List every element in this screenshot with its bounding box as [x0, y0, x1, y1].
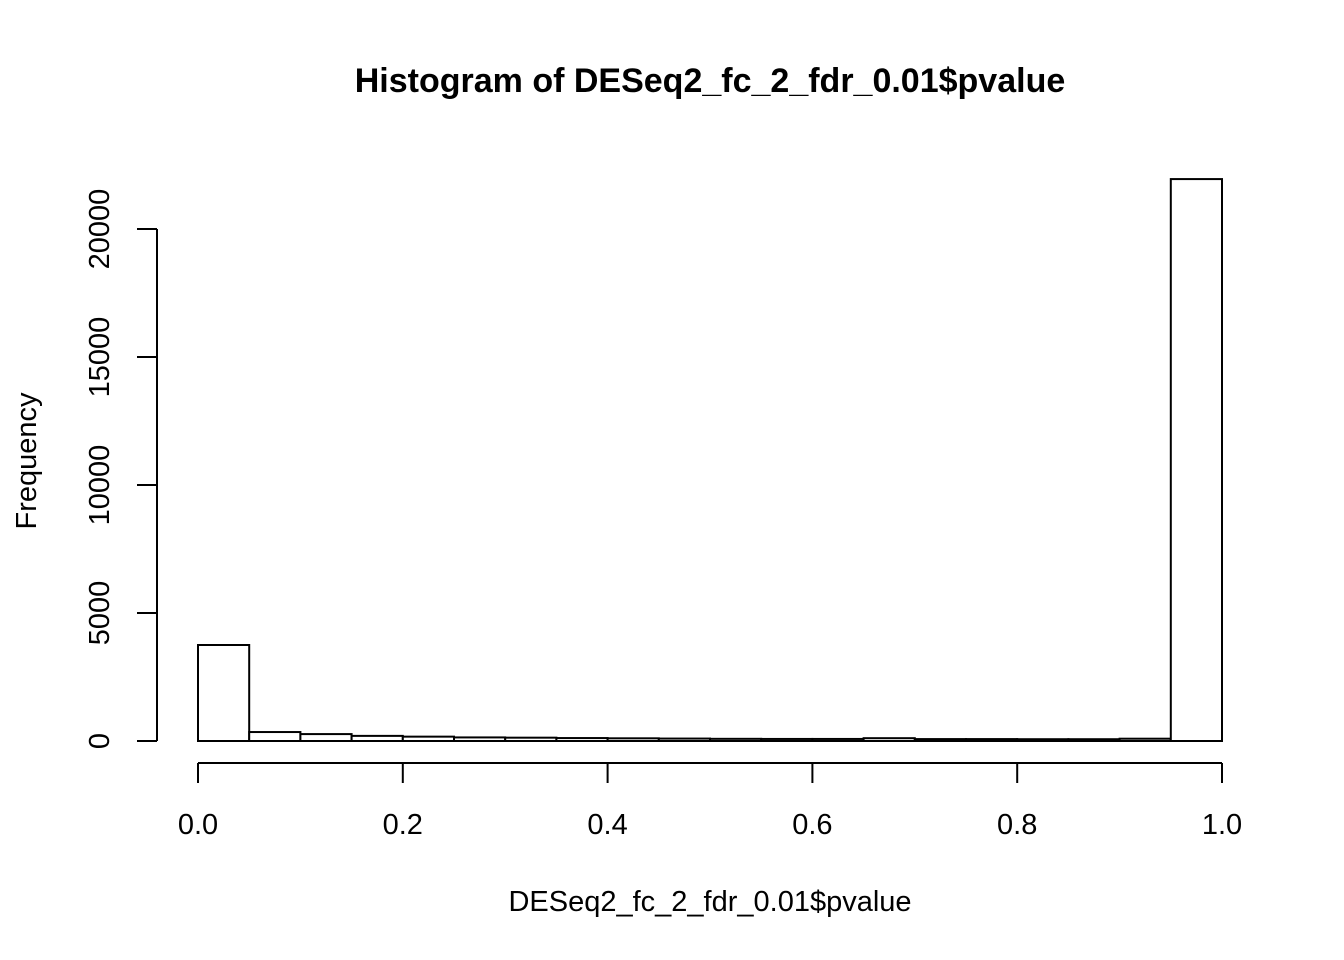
histogram-bar-0 [197, 644, 251, 742]
y-tick-label: 0 [84, 733, 116, 749]
y-axis-label: Frequency [11, 392, 43, 530]
x-tick-label: 0.0 [178, 809, 218, 841]
y-tick-label: 20000 [84, 189, 116, 270]
histogram-bar-14 [913, 738, 967, 743]
histogram-bar-8 [606, 737, 660, 743]
x-tick-label: 1.0 [1202, 809, 1242, 841]
bars-group [197, 178, 1224, 743]
histogram-bar-2 [299, 733, 353, 743]
histogram-bar-6 [504, 736, 558, 742]
x-tick-label: 0.2 [383, 809, 423, 841]
histogram-bar-13 [862, 737, 916, 743]
chart-title: Histogram of DESeq2_fc_2_fdr_0.01$pvalue [355, 62, 1066, 100]
histogram-bar-10 [709, 737, 763, 742]
histogram-bar-17 [1067, 738, 1121, 743]
y-ticks: 0 5000 10000 15000 20000 [84, 189, 157, 749]
histogram-bar-1 [248, 731, 302, 742]
histogram-bar-3 [350, 734, 404, 743]
y-tick-label: 15000 [84, 317, 116, 398]
x-tick-label: 0.6 [792, 809, 832, 841]
x-ticks: 0.0 0.2 0.4 0.6 0.8 1.0 [178, 763, 1242, 841]
histogram-bar-9 [657, 737, 711, 742]
histogram-bar-7 [555, 737, 609, 743]
histogram-bar-4 [401, 735, 455, 743]
y-tick-label: 5000 [84, 581, 116, 646]
y-axis: 0 5000 10000 15000 20000 [84, 189, 158, 749]
histogram-bar-11 [760, 737, 814, 743]
histogram-bar-16 [1016, 738, 1070, 743]
x-axis-label: DESeq2_fc_2_fdr_0.01$pvalue [508, 886, 911, 918]
histogram-bar-15 [965, 738, 1019, 743]
histogram-bar-18 [1118, 737, 1172, 742]
histogram-bar-19 [1169, 178, 1224, 742]
x-axis: 0.0 0.2 0.4 0.6 0.8 1.0 [178, 762, 1242, 841]
x-tick-label: 0.8 [997, 809, 1037, 841]
y-tick-label: 10000 [84, 445, 116, 526]
histogram-bar-5 [453, 736, 507, 743]
histogram-bar-12 [811, 737, 865, 743]
x-tick-label: 0.4 [587, 809, 627, 841]
